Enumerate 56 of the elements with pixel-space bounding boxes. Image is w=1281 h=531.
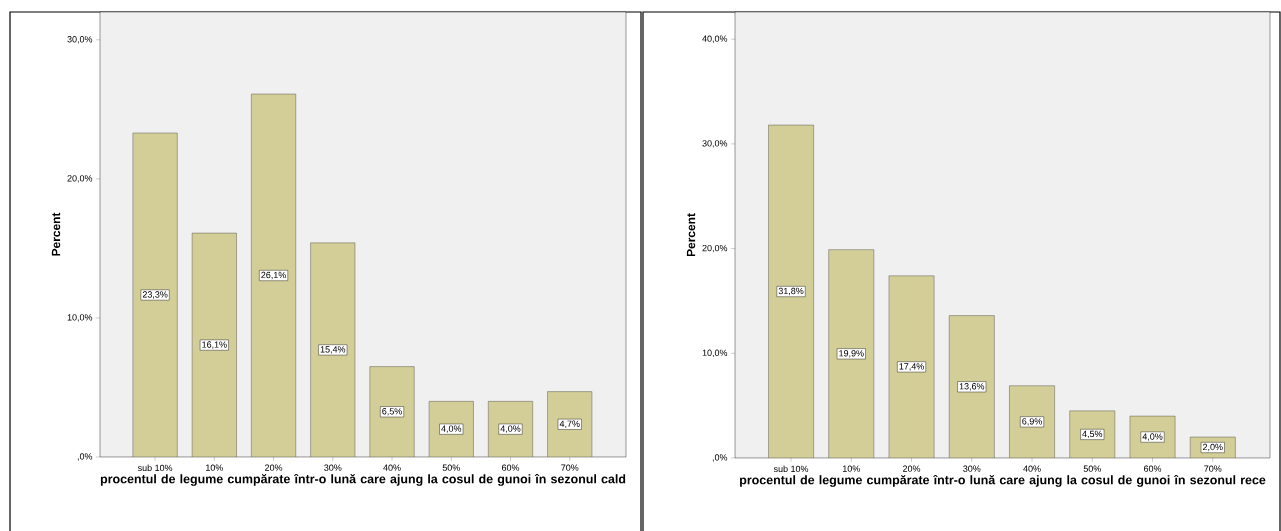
y-tick-label: 30,0% (67, 36, 93, 44)
data-label: 4,0% (500, 425, 521, 433)
x-tick-label: 70% (561, 464, 579, 471)
x-tick-label: 70% (1204, 465, 1222, 472)
data-label: 4,0% (1142, 433, 1163, 441)
y-tick-label: 40,0% (702, 35, 728, 43)
y-tick-label: 20,0% (67, 175, 93, 183)
bar (547, 391, 593, 457)
bar (828, 249, 874, 458)
x-tick-label: 20% (903, 465, 921, 472)
x-tick-label: sub 10% (773, 465, 809, 473)
x-tick-label: sub 10% (137, 464, 173, 472)
x-tick-label: 30% (963, 465, 981, 472)
x-tick-label: 10% (206, 464, 223, 471)
data-label: 6,9% (1022, 418, 1042, 426)
y-tick-label: 10,0% (67, 314, 93, 322)
data-label: 2,0% (1203, 443, 1223, 452)
data-label: 15,4% (320, 346, 346, 354)
data-label: 6,5% (382, 408, 402, 416)
bar (888, 275, 935, 458)
x-tick-label: 30% (324, 464, 342, 471)
x-tick-label: 60% (1144, 465, 1162, 472)
y-axis-title: Percent (686, 213, 696, 257)
data-label: 13,6% (959, 383, 985, 391)
data-label: 17,4% (899, 363, 924, 371)
x-tick-label: 40% (383, 464, 401, 471)
x-axis-title: procentul de legume cumpărate într-o lună care ajung la cosul de gunoi în sezonul rece (740, 474, 1266, 487)
data-label: 4,0% (441, 425, 462, 433)
x-tick-label: 50% (1083, 465, 1101, 472)
data-label: 23,3% (142, 291, 168, 299)
x-tick-label: 20% (265, 464, 283, 471)
data-label: 4,5% (1082, 430, 1103, 439)
bar (251, 94, 296, 457)
bar (1009, 385, 1055, 458)
x-tick-label: 40% (1023, 465, 1041, 472)
x-tick-label: 50% (442, 464, 460, 471)
y-tick-label: ,0% (712, 454, 728, 462)
bar (192, 233, 237, 457)
bar (949, 315, 995, 458)
data-label: 16,1% (202, 341, 227, 349)
bar (369, 366, 415, 457)
y-axis-title: Percent (51, 212, 61, 256)
bar (132, 132, 178, 457)
x-tick-label: 10% (843, 465, 860, 472)
data-label: 26,1% (261, 271, 286, 280)
y-tick-label: 30,0% (702, 140, 728, 148)
bar (768, 125, 814, 458)
data-label: 4,7% (559, 420, 580, 428)
data-label: 31,8% (778, 287, 804, 296)
x-axis-title: procentul de legume cumpărate într-o lună care ajung la cosul de gunoi în sezonul cald (100, 473, 626, 486)
x-tick-label: 60% (501, 464, 520, 471)
data-label: 19,9% (839, 350, 864, 358)
y-tick-label: ,0% (77, 453, 93, 461)
bar (310, 242, 356, 457)
y-tick-label: 20,0% (702, 244, 728, 253)
y-tick-label: 10,0% (702, 349, 728, 357)
